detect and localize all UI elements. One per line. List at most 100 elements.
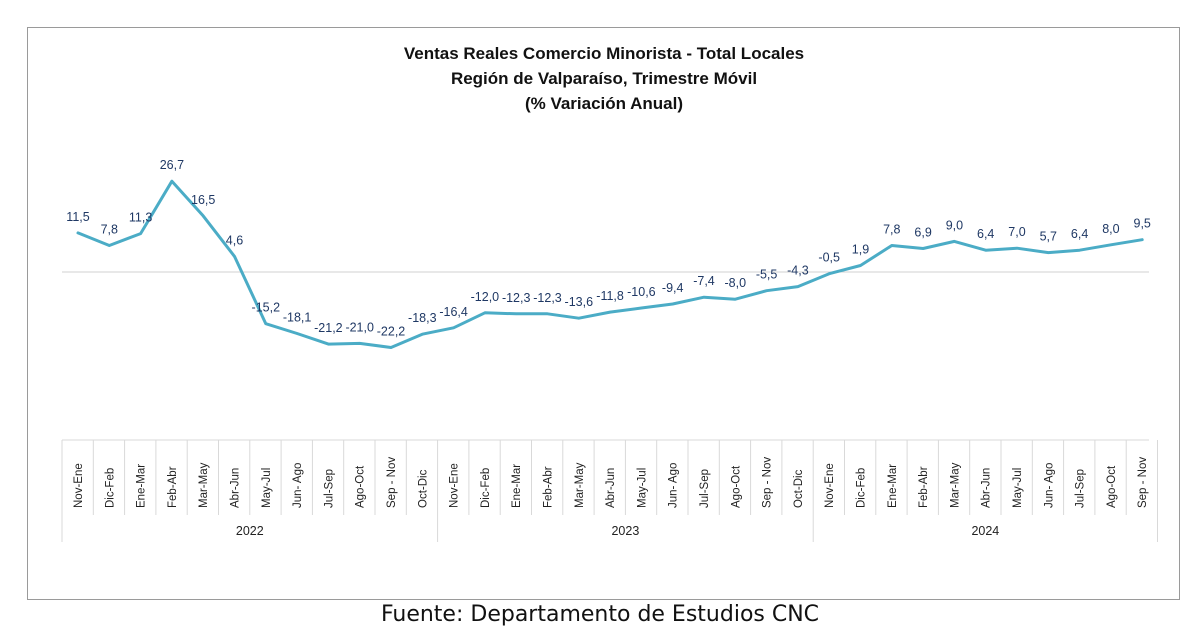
data-label: 7,8 (101, 222, 118, 236)
data-point (389, 346, 393, 349)
data-label: -12,3 (502, 291, 531, 305)
data-label: -8,0 (725, 276, 747, 290)
data-label: 11,3 (129, 211, 152, 225)
x-tick-label: May-Jul (636, 468, 648, 508)
data-label: 9,5 (1134, 217, 1151, 231)
data-label: 11,5 (66, 210, 89, 224)
data-label: 6,4 (977, 227, 994, 241)
data-label: -12,3 (533, 291, 562, 305)
data-label: -5,5 (756, 268, 778, 282)
data-point (327, 342, 330, 346)
data-labels: 11,5 7,8 11,3 26,7 16,5 4,6 -15,2-18,1-21,2 -21… (66, 158, 1151, 338)
x-tick-label: Nov-Ene (73, 463, 85, 508)
data-label: 5,7 (1040, 230, 1057, 244)
data-point (921, 247, 925, 250)
data-point (421, 333, 424, 336)
data-point (1078, 249, 1081, 252)
x-tick-label: Dic-Feb (856, 468, 868, 508)
data-point (671, 302, 674, 306)
x-tick-label: Dic-Feb (104, 468, 116, 508)
data-label: -21,2 (314, 321, 343, 335)
x-tick-label: Jun- Ago (1043, 463, 1055, 508)
x-tick-label: Ago-Oct (1106, 465, 1118, 508)
x-tick-label: Nov-Ene (449, 463, 461, 508)
data-label: -18,3 (408, 311, 437, 325)
data-label: 9,0 (946, 218, 963, 232)
x-tick-label: May-Jul (1012, 468, 1024, 508)
data-label: -12,0 (471, 290, 500, 304)
x-tick-label: Jun- Ago (292, 463, 304, 508)
data-label: -0,5 (818, 251, 840, 265)
x-tick-label: Nov-Ene (824, 463, 836, 508)
x-tick-label: Jul-Sep (323, 469, 335, 508)
data-point (546, 312, 549, 316)
data-label: -15,2 (252, 301, 281, 315)
data-point (608, 310, 612, 314)
data-label: 16,5 (191, 193, 215, 207)
chart-title-line-2: Región de Valparaíso, Trimestre Móvil (451, 69, 757, 88)
data-point (828, 272, 831, 275)
x-tick-label: Mar-May (949, 462, 961, 508)
data-point (139, 232, 142, 235)
data-point (1109, 243, 1113, 246)
data-label: 6,9 (914, 226, 931, 240)
chart-title: Ventas Reales Comercio Minorista - Total… (404, 44, 804, 113)
source-note: Fuente: Departamento de Estudios CNC (380, 602, 820, 627)
x-tick-label: Jul-Sep (1075, 469, 1087, 508)
year-label: 2024 (971, 524, 999, 538)
x-tick-labels: Nov-Ene Dic-Feb Ene-Mar Feb-Abr Mar-May Abr-J… (73, 457, 1149, 508)
data-label: -21,0 (345, 320, 374, 334)
data-point (577, 317, 580, 320)
data-point (734, 298, 737, 301)
data-point (76, 231, 80, 235)
data-point (264, 322, 267, 325)
data-point (765, 289, 768, 292)
data-label: 6,4 (1071, 227, 1088, 241)
x-tick-label: Mar-May (198, 462, 210, 508)
data-point (295, 332, 299, 335)
chart-title-line-1: Ventas Reales Comercio Minorista - Total… (404, 44, 804, 63)
data-label: -10,6 (627, 285, 656, 299)
chart-frame: Ventas Reales Comercio Minorista - Total… (27, 27, 1180, 600)
data-label: -13,6 (565, 295, 594, 309)
data-label: -4,3 (787, 264, 809, 278)
data-label: -22,2 (377, 324, 406, 338)
data-point (702, 295, 706, 299)
data-label: -11,8 (596, 289, 624, 303)
data-point (483, 311, 487, 314)
x-tick-label: Abr-Jun (605, 468, 617, 508)
data-label: 1,9 (852, 243, 869, 257)
x-tick-label: May-Jul (261, 468, 273, 508)
x-tick-label: Jun- Ago (668, 463, 680, 508)
x-tick-label: Sep - Nov (386, 457, 398, 508)
x-tick-label: Abr-Jun (230, 468, 242, 508)
x-tick-label: Mar-May (574, 462, 586, 508)
data-point (202, 214, 205, 218)
data-point (984, 249, 987, 252)
data-point (515, 312, 518, 316)
x-tick-label: Ene-Mar (887, 464, 899, 508)
data-label: 7,8 (883, 222, 900, 236)
data-point (640, 306, 643, 310)
series-line-group (76, 179, 1144, 349)
data-label: -18,1 (283, 311, 312, 325)
chart-axes (61, 271, 1158, 542)
data-point (859, 264, 862, 267)
chart-title-line-3: (% Variación Anual) (525, 94, 683, 113)
x-tick-label: Feb-Abr (918, 466, 930, 508)
x-tick-label: Ago-Oct (355, 465, 367, 508)
data-point (108, 244, 111, 247)
x-tick-label: Ago-Oct (730, 465, 742, 508)
data-point (890, 244, 893, 247)
x-tick-label: Abr-Jun (981, 468, 993, 508)
data-point (170, 180, 174, 183)
data-point (358, 342, 361, 345)
data-point (233, 255, 236, 258)
x-tick-label: Sep - Nov (762, 457, 774, 508)
series-line (76, 179, 1144, 349)
data-label: -9,4 (662, 281, 684, 295)
data-point (1141, 238, 1144, 241)
x-tick-label: Oct-Dic (417, 469, 429, 508)
x-tick-label: Jul-Sep (699, 469, 711, 508)
data-point (1047, 251, 1050, 254)
